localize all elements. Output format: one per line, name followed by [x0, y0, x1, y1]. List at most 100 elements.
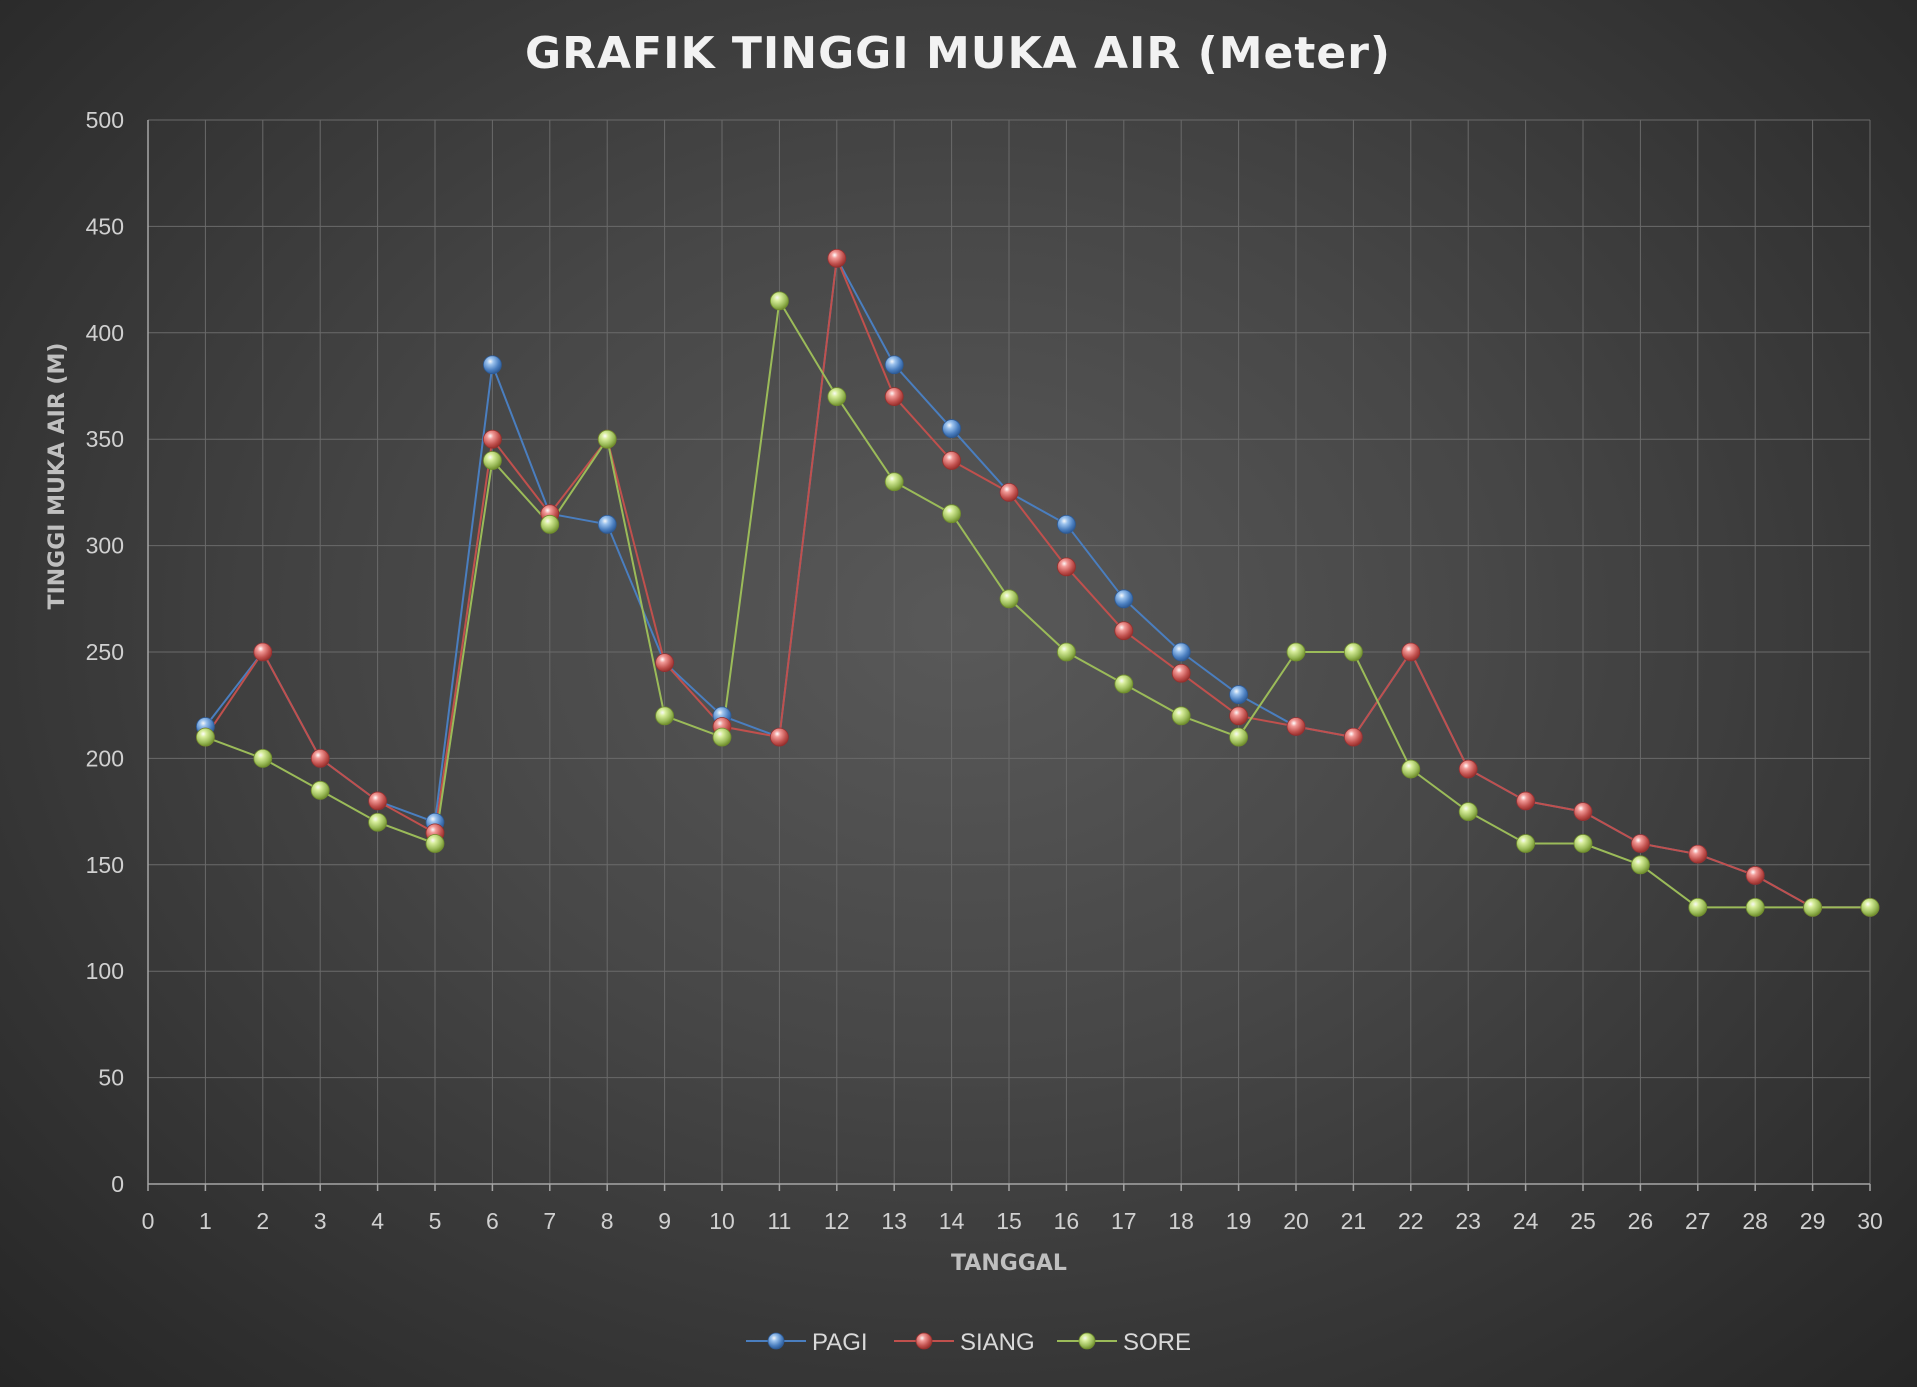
- y-tick-label: 300: [86, 533, 124, 559]
- data-point-sore: [310, 780, 330, 800]
- x-tick-label: 24: [1513, 1208, 1539, 1234]
- x-tick-label: 14: [939, 1208, 965, 1234]
- x-tick-label: 5: [429, 1208, 442, 1234]
- data-point-sore: [999, 589, 1019, 609]
- x-tick-label: 13: [881, 1208, 907, 1234]
- data-point-sore: [597, 429, 617, 449]
- legend-item-pagi: PAGI: [746, 1329, 868, 1356]
- data-point-sore: [368, 812, 388, 832]
- data-point-pagi: [482, 355, 502, 375]
- x-tick-label: 30: [1857, 1208, 1883, 1234]
- data-point-sore: [1745, 897, 1765, 917]
- data-point-sore: [195, 727, 215, 747]
- data-point-sore: [253, 749, 273, 768]
- y-tick-label: 350: [86, 426, 124, 452]
- x-tick-labels: 0 1 2 3 4 5 6 7 8 9 10 11 12 13 14 15 16 17 18 19 20 21 22 23 24…: [142, 1208, 1883, 1234]
- x-tick-label: 28: [1742, 1208, 1768, 1234]
- x-tick-label: 19: [1226, 1208, 1252, 1234]
- data-point-siang: [1573, 802, 1593, 821]
- legend-label-sore: SORE: [1123, 1329, 1191, 1356]
- x-tick-label: 17: [1111, 1208, 1137, 1234]
- data-point-sore: [1688, 897, 1708, 917]
- y-tick-labels: 0 50 100 150 200 250 300 350 400 450 500: [86, 107, 124, 1197]
- data-point-pagi: [1057, 514, 1076, 534]
- data-point-sore: [770, 291, 789, 311]
- x-tick-label: 20: [1283, 1208, 1309, 1234]
- data-point-siang: [368, 791, 388, 811]
- data-point-sore: [482, 451, 502, 470]
- series-lines: [204, 257, 1870, 909]
- x-tick-label: 16: [1054, 1208, 1080, 1234]
- x-tick-label: 22: [1398, 1208, 1424, 1234]
- x-tick-label: 6: [486, 1208, 499, 1234]
- data-point-sore: [1516, 834, 1535, 853]
- x-tick-label: 11: [767, 1208, 791, 1234]
- data-point-siang: [1057, 557, 1076, 577]
- x-tick-label: 27: [1685, 1208, 1711, 1234]
- data-point-siang: [253, 642, 273, 662]
- data-point-sore: [1286, 642, 1306, 662]
- data-point-siang: [999, 482, 1019, 502]
- x-tick-label: 23: [1455, 1208, 1481, 1234]
- data-point-sore: [1401, 759, 1421, 779]
- x-tick-label: 21: [1341, 1208, 1367, 1234]
- data-point-siang: [1458, 759, 1478, 779]
- x-tick-label: 2: [256, 1208, 269, 1234]
- x-tick-label: 12: [824, 1208, 850, 1234]
- data-point-siang: [827, 248, 847, 268]
- y-tick-label: 450: [86, 213, 124, 239]
- x-tick-label: 26: [1628, 1208, 1654, 1234]
- legend: PAGI SIANG SORE: [746, 1329, 1191, 1356]
- data-point-sore: [1803, 897, 1822, 917]
- legend-item-sore: SORE: [1057, 1329, 1191, 1356]
- x-tick-label: 7: [543, 1208, 556, 1234]
- data-point-sore: [942, 504, 961, 524]
- series-line-pagi: [204, 257, 1870, 909]
- x-tick-label: 29: [1800, 1208, 1826, 1234]
- y-tick-label: 150: [86, 852, 124, 878]
- data-point-siang: [1401, 642, 1421, 662]
- gridlines: [148, 119, 1871, 1184]
- data-point-sore: [1344, 642, 1363, 662]
- series-line-sore: [205, 299, 1870, 909]
- data-point-siang: [655, 653, 674, 673]
- data-point-sore: [1057, 642, 1076, 662]
- data-point-sore: [655, 706, 674, 726]
- data-point-siang: [770, 727, 789, 747]
- x-tick-label: 25: [1570, 1208, 1596, 1234]
- data-point-siang: [1516, 791, 1535, 811]
- data-point-pagi: [597, 514, 617, 534]
- legend-marker-siang: [915, 1332, 933, 1350]
- data-point-pagi: [1114, 589, 1134, 609]
- data-point-siang: [942, 451, 961, 470]
- x-tick-label: 15: [996, 1208, 1022, 1234]
- data-point-siang: [1344, 727, 1363, 747]
- x-tick-label: 1: [199, 1208, 212, 1234]
- x-tick-label: 3: [314, 1208, 327, 1234]
- y-axis-title: TINGGI MUKA AIR (M): [45, 343, 70, 610]
- y-tick-label: 50: [98, 1065, 124, 1091]
- data-point-siang: [884, 387, 904, 407]
- x-axis-title: TANGGAL: [951, 1251, 1067, 1276]
- data-point-sore: [540, 514, 560, 534]
- y-tick-label: 400: [86, 320, 124, 346]
- data-point-sore: [1860, 897, 1880, 917]
- data-point-sore: [425, 834, 445, 853]
- legend-label-siang: SIANG: [960, 1329, 1035, 1356]
- data-point-sore: [1573, 834, 1593, 853]
- x-tick-label: 0: [142, 1208, 155, 1234]
- data-point-pagi: [1229, 685, 1248, 704]
- legend-item-siang: SIANG: [894, 1329, 1035, 1356]
- data-point-sore: [1229, 727, 1248, 747]
- data-point-sore: [884, 472, 904, 492]
- data-point-siang: [1745, 866, 1765, 885]
- data-point-sore: [1114, 674, 1134, 694]
- data-point-pagi: [942, 419, 961, 438]
- legend-label-pagi: PAGI: [812, 1329, 868, 1356]
- y-tick-label: 0: [111, 1171, 124, 1197]
- data-point-siang: [1631, 834, 1650, 853]
- data-point-sore: [712, 727, 732, 747]
- x-tick-label: 4: [371, 1208, 384, 1234]
